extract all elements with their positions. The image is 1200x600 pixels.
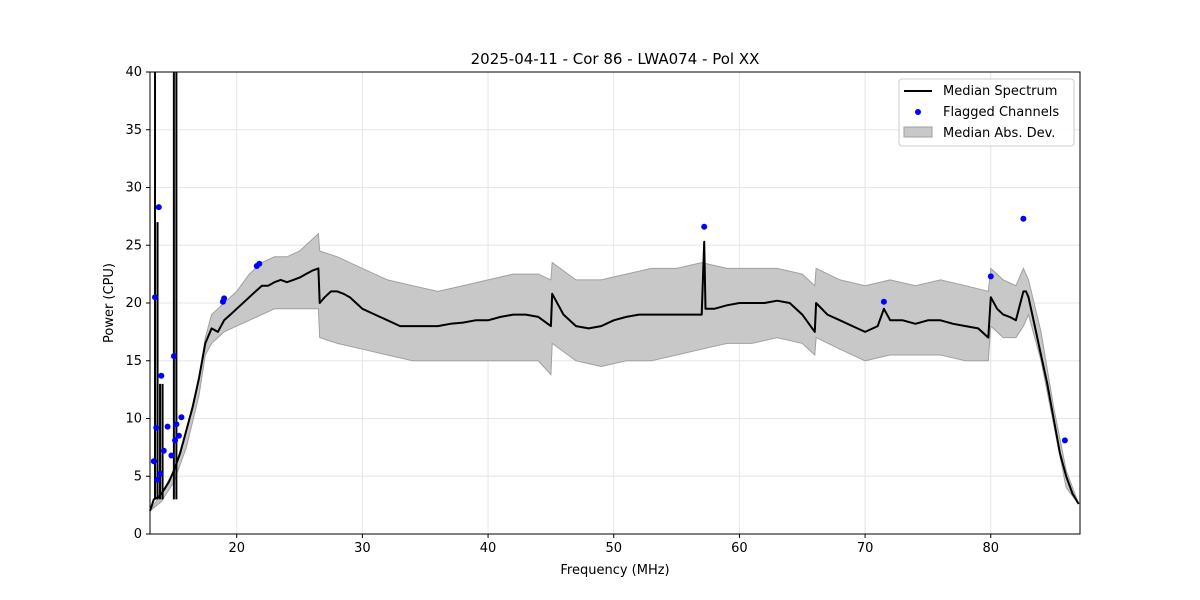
flagged-point bbox=[155, 204, 162, 211]
y-axis-label: Power (CPU) bbox=[102, 263, 117, 343]
flagged-point bbox=[175, 432, 182, 439]
y-tick-label: 10 bbox=[125, 412, 142, 427]
flagged-point bbox=[178, 414, 185, 421]
flagged-point bbox=[160, 447, 167, 454]
x-axis-ticks: 20 30 40 50 60 70 80 bbox=[228, 534, 999, 556]
y-axis-ticks: 0 5 10 15 20 25 30 35 40 bbox=[125, 65, 150, 542]
legend-box bbox=[898, 78, 1075, 147]
mad-band bbox=[149, 232, 1080, 512]
flagged-point bbox=[256, 260, 263, 267]
chart-title: 2025-04-11 - Cor 86 - LWA074 - Pol XX bbox=[471, 50, 760, 68]
legend-band-swatch bbox=[903, 126, 933, 138]
flagged-point bbox=[701, 223, 708, 230]
flagged-points-layer bbox=[150, 204, 1068, 483]
y-tick-label: 35 bbox=[125, 123, 142, 138]
y-tick-label: 20 bbox=[125, 296, 142, 311]
legend: Median Spectrum Flagged Channels Median … bbox=[898, 78, 1075, 147]
x-tick-label: 50 bbox=[605, 541, 622, 556]
legend-point-swatch bbox=[915, 109, 921, 115]
flagged-point bbox=[173, 421, 180, 428]
flagged-point bbox=[987, 273, 994, 280]
flagged-point bbox=[153, 424, 160, 431]
x-tick-label: 60 bbox=[731, 541, 748, 556]
flagged-point bbox=[880, 298, 887, 305]
y-tick-label: 25 bbox=[125, 238, 142, 253]
median-spectrum-line bbox=[149, 240, 1080, 512]
flagged-point bbox=[154, 476, 161, 483]
flagged-point bbox=[1020, 215, 1027, 222]
flagged-point bbox=[221, 295, 228, 302]
x-tick-label: 80 bbox=[982, 541, 999, 556]
legend-flagged-label: Flagged Channels bbox=[943, 105, 1059, 120]
flagged-point bbox=[157, 470, 164, 477]
legend-median-label: Median Spectrum bbox=[943, 84, 1057, 99]
flagged-point bbox=[152, 294, 158, 301]
flagged-point bbox=[172, 437, 179, 444]
y-tick-label: 40 bbox=[125, 65, 142, 80]
flagged-point bbox=[158, 372, 165, 379]
x-tick-label: 70 bbox=[857, 541, 874, 556]
legend-mad-label: Median Abs. Dev. bbox=[943, 126, 1055, 141]
flagged-point bbox=[150, 458, 157, 465]
median-line-layer bbox=[149, 72, 1080, 512]
x-tick-label: 20 bbox=[228, 541, 245, 556]
y-tick-label: 15 bbox=[125, 354, 142, 369]
y-tick-label: 30 bbox=[125, 181, 142, 196]
flagged-point bbox=[168, 452, 175, 459]
x-tick-label: 30 bbox=[354, 541, 371, 556]
x-axis-label: Frequency (MHz) bbox=[560, 563, 669, 578]
flagged-point bbox=[164, 423, 171, 430]
x-tick-label: 40 bbox=[480, 541, 497, 556]
mad-band-layer bbox=[149, 232, 1080, 512]
flagged-point bbox=[1061, 437, 1068, 444]
y-tick-label: 5 bbox=[134, 469, 142, 484]
flagged-point bbox=[170, 353, 177, 360]
y-tick-label: 0 bbox=[134, 527, 142, 542]
